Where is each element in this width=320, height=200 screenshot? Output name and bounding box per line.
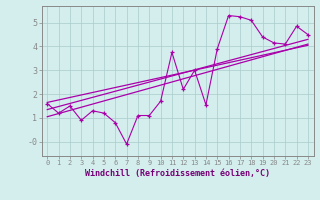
X-axis label: Windchill (Refroidissement éolien,°C): Windchill (Refroidissement éolien,°C) <box>85 169 270 178</box>
